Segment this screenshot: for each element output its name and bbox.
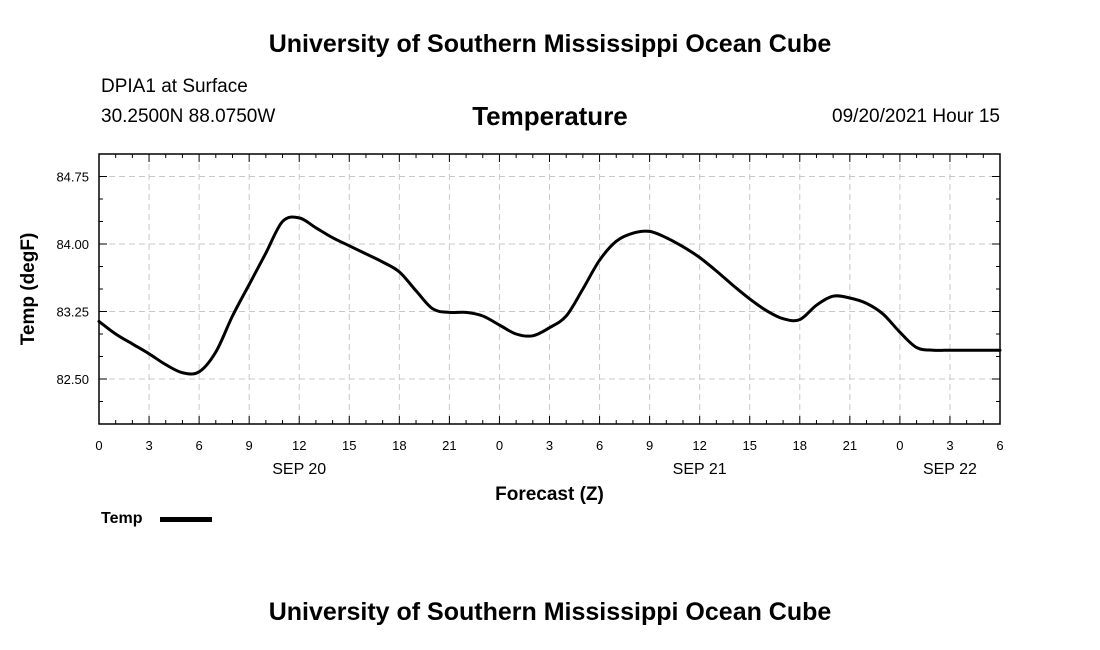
x-tick-label: 15: [342, 438, 356, 453]
x-tick-label: 0: [95, 438, 102, 453]
x-tick-label: 6: [996, 438, 1003, 453]
y-tick-label: 82.50: [56, 372, 89, 387]
x-tick-label: 12: [692, 438, 706, 453]
x-tick-label: 21: [442, 438, 456, 453]
date-label: SEP 21: [673, 461, 727, 478]
series-line-temp: [97, 215, 1002, 376]
forecast-datetime: 09/20/2021 Hour 15: [832, 106, 1000, 127]
x-tick-label: 12: [292, 438, 306, 453]
y-tick-label: 84.00: [56, 237, 89, 252]
x-tick-label: 3: [946, 438, 953, 453]
legend-label: Temp: [101, 510, 143, 527]
x-tick-label: 6: [195, 438, 202, 453]
page-title: University of Southern Mississippi Ocean…: [268, 30, 832, 58]
station-label: DPIA1 at Surface: [101, 76, 248, 97]
x-tick-label: 0: [896, 438, 903, 453]
coordinates-label: 30.2500N 88.0750W: [101, 106, 276, 127]
x-tick-label: 0: [496, 438, 503, 453]
chart-title: Temperature: [472, 101, 628, 131]
x-tick-label: 9: [646, 438, 653, 453]
date-label: SEP 20: [272, 461, 326, 478]
date-label: SEP 22: [923, 461, 977, 478]
x-tick-label: 18: [793, 438, 807, 453]
footer-title: University of Southern Mississippi Ocean…: [268, 598, 832, 626]
x-tick-label: 18: [392, 438, 406, 453]
x-tick-label: 21: [843, 438, 857, 453]
x-tick-label: 3: [546, 438, 553, 453]
y-tick-label: 84.75: [56, 170, 89, 185]
x-tick-label: 3: [145, 438, 152, 453]
x-tick-label: 6: [596, 438, 603, 453]
x-tick-label: 9: [246, 438, 253, 453]
y-tick-label: 83.25: [56, 305, 89, 320]
x-tick-label: 15: [742, 438, 756, 453]
y-axis-label: Temp (degF): [18, 233, 39, 346]
x-axis-label: Forecast (Z): [495, 484, 604, 505]
legend-swatch: [160, 517, 212, 522]
